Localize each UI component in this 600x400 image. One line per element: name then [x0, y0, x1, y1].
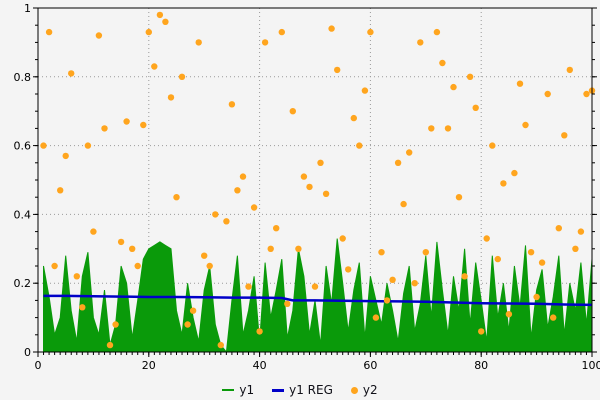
y1-reg-line-swatch-icon	[272, 388, 285, 392]
svg-text:1: 1	[24, 2, 31, 15]
svg-text:0.2: 0.2	[14, 277, 32, 290]
legend-item-y1: y1	[222, 383, 254, 397]
legend-label-y1-reg: y1 REG	[289, 383, 333, 397]
svg-text:0: 0	[24, 346, 31, 359]
legend-label-y1: y1	[239, 383, 255, 397]
svg-text:0.6: 0.6	[14, 140, 32, 153]
y2-dot-swatch-icon	[350, 386, 358, 394]
legend-item-y1-reg: y1 REG	[272, 383, 333, 397]
svg-text:0: 0	[35, 359, 42, 372]
svg-text:0.4: 0.4	[14, 208, 32, 221]
legend-label-y2: y2	[362, 383, 378, 397]
svg-text:80: 80	[474, 359, 488, 372]
svg-text:40: 40	[253, 359, 267, 372]
legend-item-y2: y2	[350, 383, 378, 397]
y1-line-swatch-icon	[222, 389, 235, 391]
svg-text:20: 20	[142, 359, 156, 372]
svg-text:0.8: 0.8	[14, 71, 32, 84]
svg-text:100: 100	[582, 359, 600, 372]
svg-text:60: 60	[363, 359, 377, 372]
chart-legend: y1 y1 REG y2	[0, 383, 600, 397]
